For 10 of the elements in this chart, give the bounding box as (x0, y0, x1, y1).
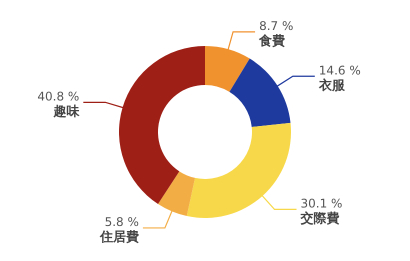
slice-label: 趣味 (52, 104, 80, 120)
slice-label: 食費 (258, 34, 286, 49)
slice-label: 交際費 (300, 210, 340, 226)
data-label: 8.7 % (259, 18, 294, 33)
slice-label: 衣服 (318, 77, 346, 94)
data-label: 14.6 % (318, 63, 361, 78)
data-label: 5.8 % (104, 214, 139, 229)
data-label: 40.8 % (37, 89, 80, 104)
slice-label: 住居費 (98, 230, 139, 245)
data-label: 30.1 % (300, 196, 342, 210)
